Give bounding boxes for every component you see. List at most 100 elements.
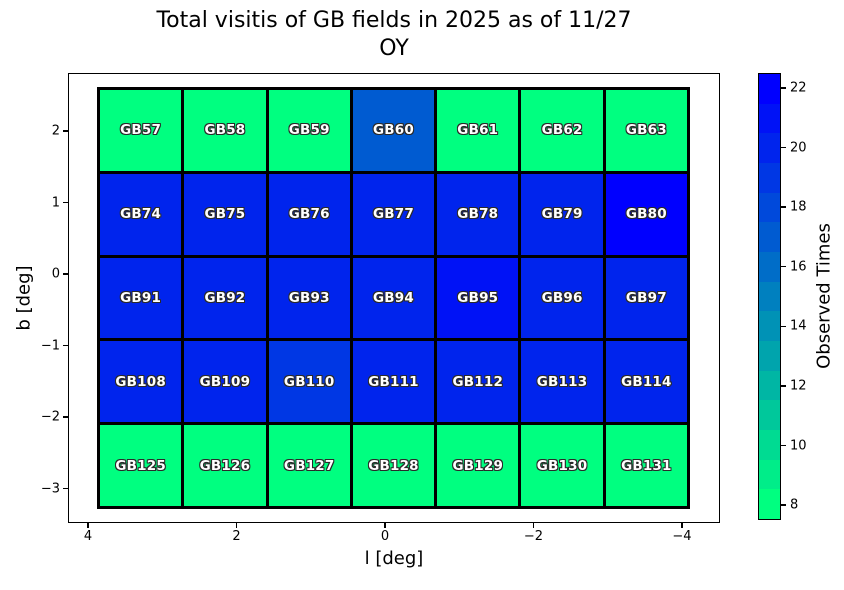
colorbar-band [759, 341, 780, 371]
field-label: GB57 [120, 122, 162, 139]
field-label: GB80 [625, 206, 667, 223]
field-label: GB111 [368, 373, 419, 390]
heatmap-cell: GB62 [521, 90, 603, 171]
heatmap-cell: GB60 [352, 90, 435, 171]
field-label: GB126 [199, 457, 251, 474]
x-axis-label: l [deg] [364, 548, 424, 569]
heatmap-cell: GB93 [268, 257, 350, 339]
field-label: GB125 [115, 457, 166, 474]
field-label: GB129 [452, 457, 504, 474]
colorbar-label: Observed Times [813, 223, 835, 369]
field-label: GB110 [283, 373, 335, 390]
field-label: GB61 [457, 122, 499, 139]
x-tick-label: −2 [523, 529, 544, 544]
y-axis-label: b [deg] [13, 265, 35, 331]
colorbar-tick-mark [781, 146, 786, 149]
heatmap-cell: GB76 [268, 173, 350, 255]
colorbar-tick-label: 12 [790, 378, 807, 394]
field-label: GB108 [115, 373, 166, 390]
field-label: GB63 [625, 122, 667, 139]
field-label: GB59 [288, 122, 330, 139]
field-label: GB128 [368, 457, 419, 474]
field-label: GB74 [120, 206, 162, 223]
field-label: GB58 [204, 122, 246, 139]
colorbar-tick-label: 14 [790, 318, 807, 334]
colorbar-tick-label: 18 [790, 199, 807, 215]
x-tick-mark [235, 523, 238, 528]
heatmap-cell: GB113 [521, 341, 603, 423]
x-tick-mark [532, 523, 535, 528]
heatmap-cell: GB125 [100, 425, 182, 506]
y-tick-mark [63, 416, 68, 418]
colorbar-tick-mark [781, 444, 786, 447]
field-label: GB130 [536, 457, 588, 474]
y-tick-label: −1 [40, 338, 60, 353]
field-label: GB75 [204, 206, 246, 223]
heatmap-cell: GB80 [605, 173, 687, 255]
colorbar-tick-label: 22 [790, 80, 807, 96]
heatmap-cell: GB126 [184, 425, 266, 506]
colorbar-band [759, 430, 780, 460]
colorbar-band [759, 281, 780, 312]
heatmap-cell: GB110 [268, 341, 350, 423]
heatmap-cell: GB128 [352, 425, 435, 506]
heatmap-cell: GB94 [352, 257, 435, 339]
heatmap-cell: GB57 [100, 90, 182, 171]
field-label: GB109 [199, 373, 251, 390]
chart-title-line2: OY [379, 36, 409, 61]
field-label: GB91 [120, 289, 162, 306]
y-tick-mark [63, 487, 68, 490]
colorbar-tick-mark [781, 504, 786, 506]
y-tick-label: −2 [40, 409, 60, 425]
x-tick-label: −4 [672, 529, 692, 544]
field-label: GB95 [457, 289, 499, 306]
heatmap-cell: GB63 [605, 90, 687, 171]
field-label: GB114 [621, 373, 672, 390]
field-label: GB94 [373, 289, 414, 306]
field-label: GB76 [288, 206, 330, 223]
y-tick-mark [63, 201, 68, 204]
heatmap-cell: GB130 [521, 425, 603, 506]
heatmap-cell: GB108 [100, 341, 182, 423]
chart-title-line1: Total visitis of GB fields in 2025 as of… [156, 8, 632, 33]
heatmap-cell: GB111 [352, 341, 435, 423]
y-tick-mark [63, 344, 68, 347]
colorbar-tick-label: 20 [790, 140, 807, 155]
heatmap-cell: GB59 [268, 90, 350, 171]
colorbar-tick-mark [781, 385, 786, 387]
field-label: GB112 [452, 373, 504, 390]
colorbar-band [759, 103, 780, 134]
y-tick-mark [63, 273, 68, 275]
heatmap-cell: GB97 [605, 257, 687, 339]
field-label: GB97 [625, 289, 667, 306]
field-label: GB77 [373, 206, 414, 223]
y-tick-label: 0 [51, 266, 60, 282]
heatmap-cell: GB114 [605, 341, 687, 423]
heatmap-cell: GB77 [352, 173, 435, 255]
colorbar-band [759, 311, 780, 342]
heatmap-cell: GB127 [268, 425, 350, 506]
field-label: GB78 [457, 206, 499, 223]
heatmap-cell: GB109 [184, 341, 266, 423]
heatmap-cell: GB75 [184, 173, 266, 255]
colorbar-tick-label: 10 [790, 438, 807, 453]
x-tick-mark [681, 523, 683, 528]
x-tick-label: 0 [380, 529, 390, 544]
y-tick-mark [63, 130, 68, 132]
colorbar-band [759, 459, 780, 490]
colorbar-band [759, 74, 780, 104]
heatmap-cell: GB95 [437, 257, 519, 339]
heatmap-cell: GB92 [184, 257, 266, 339]
heatmap-cell: GB96 [521, 257, 603, 339]
heatmap-cell: GB129 [437, 425, 519, 506]
colorbar-tick-mark [781, 266, 786, 268]
heatmap-cell: GB61 [437, 90, 519, 171]
x-tick-label: 4 [83, 529, 93, 544]
field-label: GB60 [373, 122, 414, 139]
y-tick-label: 1 [51, 195, 60, 210]
field-label: GB62 [541, 122, 583, 139]
colorbar-band [759, 252, 780, 282]
colorbar-tick-label: 8 [790, 497, 799, 513]
colorbar-tick-mark [781, 87, 786, 89]
